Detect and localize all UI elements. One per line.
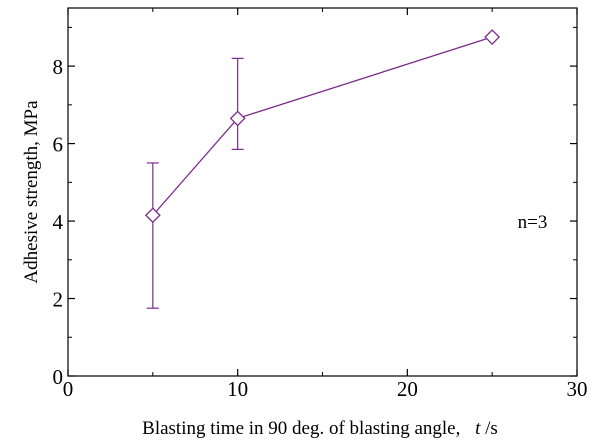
- data-series: [144, 29, 501, 309]
- x-axis-title: Blasting time in 90 deg. of blasting ang…: [142, 418, 498, 439]
- x-tick-label: 30: [567, 377, 588, 401]
- y-tick-label: 0: [53, 365, 64, 389]
- x-axis-title-variable: t: [475, 418, 481, 439]
- x-tick-label: 0: [63, 377, 74, 401]
- plot-area-frame: [67, 7, 578, 377]
- data-point-diamond: [144, 207, 161, 224]
- x-tick-label: 10: [227, 377, 248, 401]
- y-tick-label: 4: [53, 210, 64, 234]
- series-line: [152, 36, 493, 216]
- axis-tick-labels: 0 10 20 30 0 2 4 6 8: [53, 55, 588, 401]
- y-tick-label: 8: [53, 55, 64, 79]
- x-tick-label: 20: [397, 377, 418, 401]
- x-axis-title-text: Blasting time in 90 deg. of blasting ang…: [142, 418, 460, 439]
- y-axis-title: Adhesive strength, MPa: [21, 100, 42, 284]
- x-axis-title-unit: /s: [485, 418, 498, 439]
- annotation-n: n=3: [518, 212, 548, 233]
- y-tick-label: 6: [53, 133, 64, 157]
- axis-ticks: [67, 8, 578, 377]
- annotations: n=3: [518, 212, 548, 233]
- data-point-diamond: [229, 110, 246, 127]
- y-tick-label: 2: [53, 288, 64, 312]
- data-point-diamond: [484, 29, 501, 45]
